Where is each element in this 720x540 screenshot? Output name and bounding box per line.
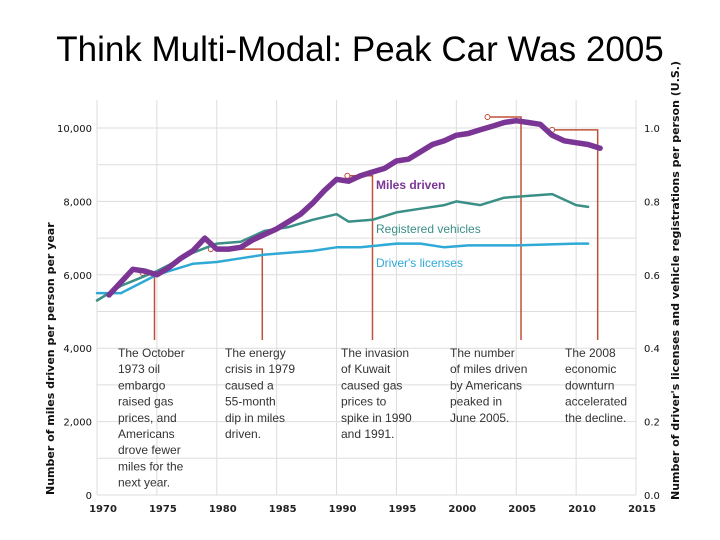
series-line-driver-s-licenses	[95, 242, 590, 295]
annotation-text-line: The October	[118, 346, 185, 360]
annotation-text-line: driven.	[225, 427, 261, 441]
y-tick-label-right: 0.4	[644, 344, 660, 355]
tick-labels: 1970 1975 1980 1985 1990 1995 2000 2005 2010 2015…	[57, 124, 660, 515]
annotation-connector	[346, 174, 374, 340]
annotation-text-line: The number	[450, 346, 515, 360]
annotation-connector	[551, 129, 599, 340]
x-tick-label: 1985	[269, 504, 297, 515]
annotation-text-line: The invasion	[341, 346, 409, 360]
annotation-text-line: and 1991.	[341, 427, 394, 441]
annotation-marker	[344, 172, 351, 179]
annotation-text-line: embargo	[118, 378, 166, 392]
annotation-text-line: downturn	[565, 378, 614, 392]
y-tick-label-left: 8,000	[63, 197, 92, 208]
annotation: The 2008 economic downturn accelerated the d…	[549, 126, 627, 425]
annotation-text-line: peaked in	[450, 395, 502, 409]
series-label-miles: Miles driven	[376, 178, 445, 192]
series-label-vehicles: Registered vehicles	[376, 222, 481, 236]
annotation-connector	[141, 272, 156, 340]
annotation-text-line: 55-month	[225, 395, 276, 409]
y-tick-label-right: 0.2	[644, 418, 660, 429]
annotation-text-line: by Americans	[450, 378, 522, 392]
series-lines	[95, 117, 603, 302]
x-tick-label: 1990	[329, 504, 357, 515]
annotation-text-line: Americans	[118, 427, 175, 441]
annotations: The October 1973 oil embargo raised gas pric…	[118, 113, 627, 490]
series-line-miles-driven	[106, 117, 603, 298]
annotation-text-line: prices to	[341, 395, 387, 409]
annotation-text-line: economic	[565, 362, 616, 376]
annotation-text-line: prices, and	[118, 411, 177, 425]
x-tick-label: 1980	[209, 504, 237, 515]
y-tick-label-right: 0.0	[644, 491, 660, 502]
x-tick-label: 1975	[149, 504, 177, 515]
y-tick-label-left: 4,000	[63, 344, 92, 355]
x-tick-label: 1970	[89, 504, 117, 515]
annotation-text-line: caused gas	[341, 378, 402, 392]
y-axis-title-left: Number of miles driven per person per ye…	[44, 222, 57, 495]
annotation-text-line: caused a	[225, 378, 274, 392]
annotation-text-line: raised gas	[118, 395, 173, 409]
annotation: The energy crisis in 1979 caused a 55-month…	[207, 246, 295, 441]
y-tick-label-right: 1.0	[644, 124, 660, 135]
x-tick-label: 2015	[628, 504, 656, 515]
y-tick-label-left: 2,000	[63, 418, 92, 429]
slide-title: Think Multi-Modal: Peak Car Was 2005	[56, 30, 664, 69]
annotation: The number of miles driven by Americans pea…	[450, 113, 527, 425]
annotation-text-line: of Kuwait	[341, 362, 391, 376]
annotation-text-line: dip in miles	[225, 411, 285, 425]
annotation-text-line: accelerated	[565, 395, 627, 409]
annotation-text-line: next year.	[118, 476, 170, 490]
annotation-text-line: The energy	[225, 346, 286, 360]
annotation: The invasion of Kuwait caused gas prices to…	[341, 172, 412, 441]
series-label-licenses: Driver's licenses	[376, 256, 463, 270]
annotation-marker	[484, 113, 491, 120]
x-tick-label: 1995	[389, 504, 417, 515]
y-tick-label-right: 0.8	[644, 197, 660, 208]
x-tick-label: 2000	[448, 504, 476, 515]
annotation-text-line: spike in 1990	[341, 411, 412, 425]
x-tick-label: 2005	[508, 504, 536, 515]
annotation-text-line: the decline.	[565, 411, 626, 425]
y-tick-label-left: 10,000	[57, 124, 92, 135]
y-tick-label-left: 6,000	[63, 271, 92, 282]
annotation: The October 1973 oil embargo raised gas pric…	[118, 269, 185, 490]
annotation-text-line: miles for the	[118, 459, 184, 473]
y-tick-label-left: 0	[86, 491, 92, 502]
y-axis-title-right: Number of driver's licenses and vehicle …	[669, 61, 682, 500]
annotation-text-line: crisis in 1979	[225, 362, 295, 376]
x-tick-label: 2010	[568, 504, 596, 515]
annotation-text-line: drove fewer	[118, 443, 181, 457]
annotation-text-line: 1973 oil	[118, 362, 160, 376]
annotation-text-line: The 2008	[565, 346, 616, 360]
annotation-text-line: of miles driven	[450, 362, 527, 376]
series-line-registered-vehicles	[95, 192, 590, 302]
annotation-text-line: June 2005.	[450, 411, 509, 425]
y-tick-label-right: 0.6	[644, 271, 660, 282]
